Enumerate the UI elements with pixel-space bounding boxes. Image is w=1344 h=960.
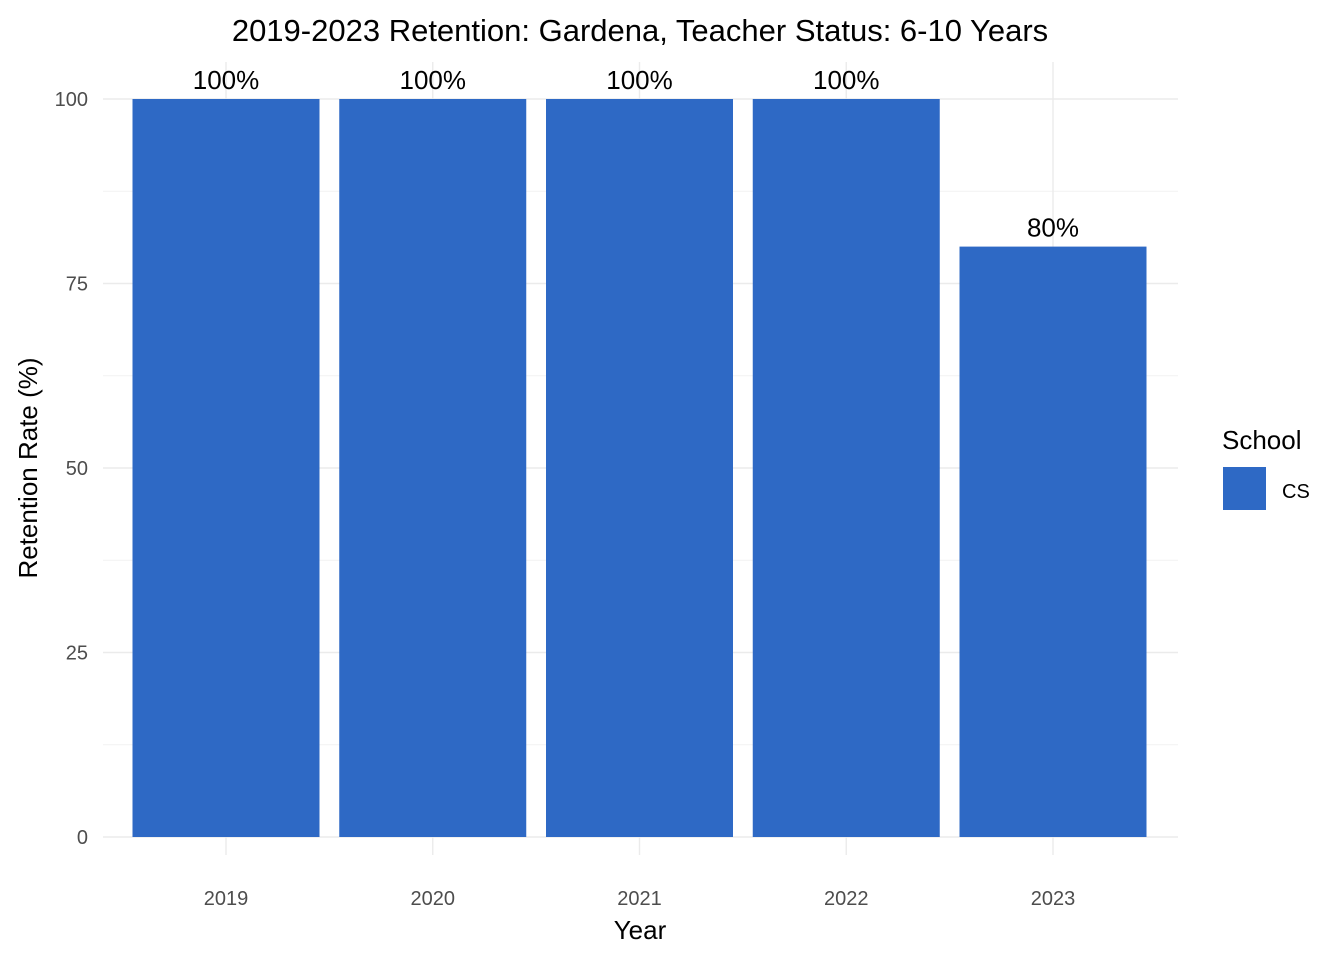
x-tick-label: 2022: [824, 888, 869, 910]
data-label-2021: 100%: [606, 65, 673, 95]
bar-2023: [959, 246, 1147, 838]
x-tick-label: 2019: [204, 888, 249, 910]
bar-2021: [546, 99, 733, 837]
bar-2020: [339, 99, 527, 837]
y-axis-title: Retention Rate (%): [13, 357, 43, 578]
x-tick-label: 2020: [411, 888, 456, 910]
y-tick-label: 50: [66, 458, 88, 480]
data-label-2019: 100%: [193, 65, 260, 95]
legend-label-cs: CS: [1282, 481, 1310, 503]
data-labels: 100% 100% 100% 100% 80%: [193, 65, 1079, 243]
bars: [132, 99, 1147, 838]
data-label-2020: 100%: [400, 65, 467, 95]
data-label-2022: 100%: [813, 65, 880, 95]
y-axis-ticks: 0 25 50 75 100: [55, 89, 88, 849]
x-tick-label: 2023: [1031, 888, 1076, 910]
legend: School CS: [1222, 425, 1310, 510]
legend-title: School: [1222, 425, 1302, 455]
y-tick-label: 75: [66, 274, 88, 296]
y-tick-label: 100: [55, 89, 88, 111]
x-axis-ticks: 2019 2020 2021 2022 2023: [204, 888, 1076, 910]
x-axis-title: Year: [614, 915, 667, 945]
chart-title: 2019-2023 Retention: Gardena, Teacher St…: [232, 13, 1048, 48]
bar-2022: [752, 99, 940, 837]
bar-2019: [132, 99, 320, 837]
y-tick-label: 0: [77, 827, 88, 849]
x-tick-label: 2021: [617, 888, 662, 910]
data-label-2023: 80%: [1027, 213, 1079, 243]
legend-key-cs: [1223, 467, 1266, 510]
y-tick-label: 25: [66, 643, 88, 665]
